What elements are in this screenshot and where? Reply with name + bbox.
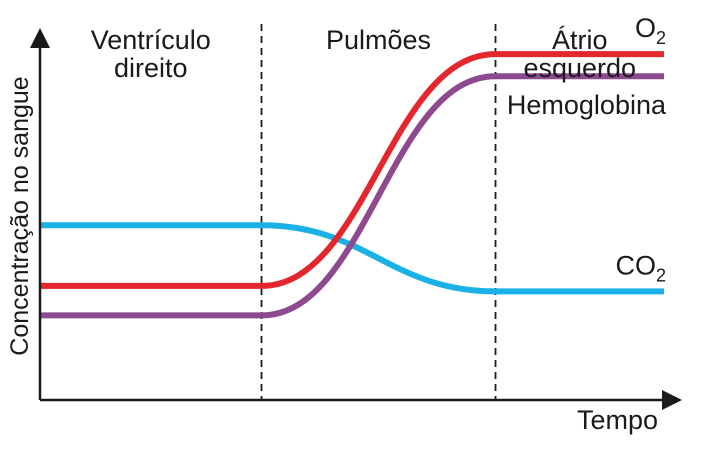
- series-label-subscript: 2: [656, 28, 666, 48]
- region-label-line: Átrio: [552, 25, 608, 55]
- region-labels: Ventrículo direito Pulmões Átrio esquerdo: [91, 25, 636, 83]
- region-label-3: Átrio esquerdo: [523, 25, 636, 83]
- series-layer: [40, 51, 664, 319]
- region-label-2: Pulmões: [326, 25, 431, 55]
- y-axis-arrow-icon: [30, 28, 50, 48]
- region-label-1: Ventrículo direito: [91, 25, 211, 83]
- series-label-2: CO2: [615, 250, 666, 285]
- x-axis-arrow-icon: [662, 390, 682, 410]
- series-line-0: [40, 51, 664, 289]
- series-label-main: CO: [615, 250, 656, 280]
- series-line-2: [40, 222, 664, 295]
- series-line-1: [40, 73, 664, 319]
- series-label-0: O2: [635, 13, 666, 48]
- series-label-main: O: [635, 13, 656, 43]
- series-label-1: Hemoglobina: [507, 90, 667, 120]
- region-label-line: direito: [114, 53, 188, 83]
- series-label-main: Hemoglobina: [507, 90, 667, 120]
- region-label-line: Ventrículo: [91, 25, 211, 55]
- region-label-line: esquerdo: [523, 53, 636, 83]
- series-label-subscript: 2: [656, 265, 666, 285]
- region-boundaries: [260, 24, 497, 400]
- y-axis-label: Concentração no sangue: [6, 76, 34, 355]
- x-axis-label: Tempo: [577, 405, 658, 435]
- axes: [30, 28, 682, 410]
- region-label-line: Pulmões: [326, 25, 431, 55]
